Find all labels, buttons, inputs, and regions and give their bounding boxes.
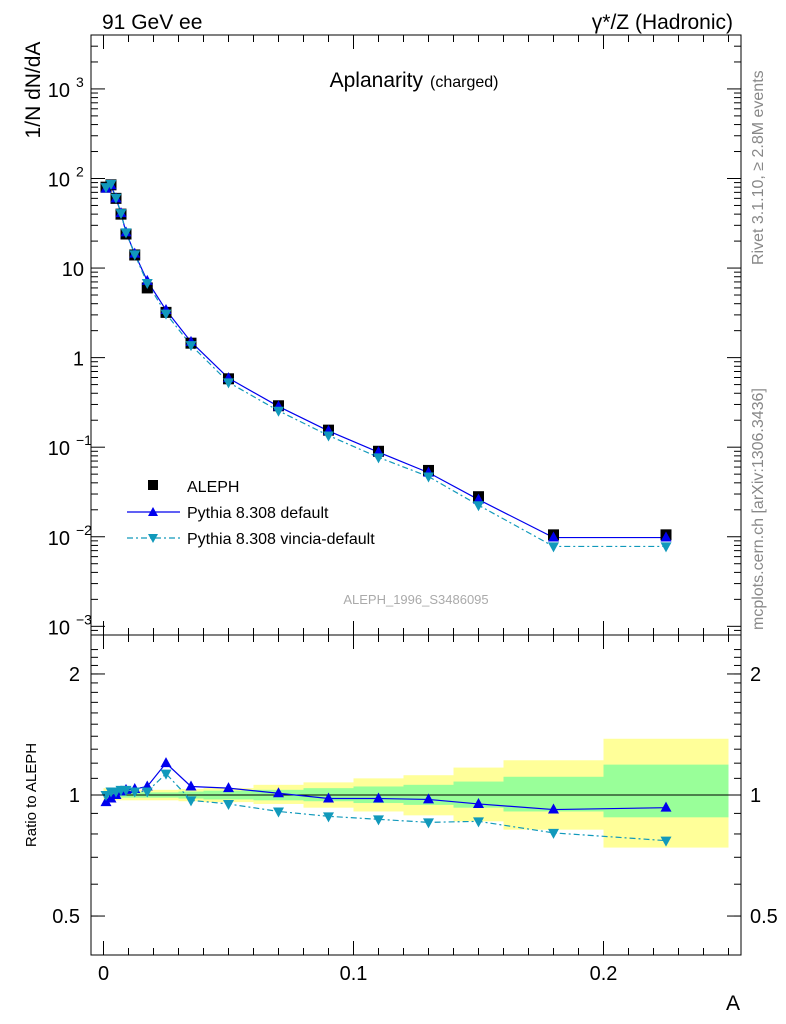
main-y-tick-label: 10 xyxy=(48,438,70,460)
main-y-tick-exponent: −3 xyxy=(76,611,92,627)
legend-marker-square xyxy=(148,480,158,490)
ratio-point-pythia-8-308-default xyxy=(273,787,284,798)
ratio-bands xyxy=(103,738,729,848)
rivet-label: Rivet 3.1.10, ≥ 2.8M events xyxy=(750,70,767,265)
main-y-axis-label: 1/N dN/dA xyxy=(22,42,45,139)
main-x-ticks xyxy=(103,35,729,635)
ratio-y-tick-label-left: 1 xyxy=(69,785,80,807)
ratio-x-tick-label: 0.2 xyxy=(590,963,618,985)
point-pythia-8-308-vincia-default xyxy=(110,193,122,204)
ratio-point-pythia-8-308-vincia-default xyxy=(120,785,132,796)
analysis-watermark: ALEPH_1996_S3486095 xyxy=(343,592,488,607)
ratio-x-ticks: 0 0.1 0.2 xyxy=(98,635,729,985)
point-pythia-8-308-vincia-default xyxy=(129,250,141,261)
point-pythia-8-308-vincia-default xyxy=(660,542,672,553)
main-y-tick-label: 10 xyxy=(48,528,70,550)
ratio-point-pythia-8-308-vincia-default xyxy=(129,787,141,798)
ratio-y-tick-label-right: 2 xyxy=(750,664,761,686)
point-pythia-8-308-vincia-default xyxy=(473,501,484,512)
ratio-x-tick-label: 0.1 xyxy=(340,963,368,985)
ratio-point-pythia-8-308-default xyxy=(423,793,434,804)
ratio-point-pythia-8-308-vincia-default xyxy=(473,817,484,828)
legend-marker-triangle-down xyxy=(148,534,158,543)
legend-entry-pythia-default: Pythia 8.308 default xyxy=(127,505,329,522)
main-panel: Aplanarity (charged) 1/N dN/dA ALEPH_199… xyxy=(22,34,742,639)
mcplots-label: mcplots.cern.ch [arXiv:1306.3436] xyxy=(750,388,767,630)
point-pythia-8-308-vincia-default xyxy=(273,406,284,417)
point-pythia-8-308-vincia-default xyxy=(423,472,434,483)
ratio-y-tick-label-right: 1 xyxy=(750,785,761,807)
ratio-point-pythia-8-308-vincia-default xyxy=(185,796,197,807)
ratio-point-pythia-8-308-default xyxy=(373,792,384,803)
point-pythia-8-308-default xyxy=(660,531,672,542)
ratio-point-pythia-8-308-vincia-default xyxy=(223,799,234,810)
legend: ALEPH Pythia 8.308 default Pythia 8.308 … xyxy=(127,479,375,548)
ratio-point-pythia-8-308-default xyxy=(660,801,672,812)
main-series xyxy=(100,179,672,553)
legend-marker-triangle-up xyxy=(148,507,158,516)
main-y-tick-exponent: 3 xyxy=(76,74,84,90)
main-y-tick-label: 10 xyxy=(48,169,70,191)
ratio-point-pythia-8-308-default xyxy=(473,797,484,808)
ratio-y-tick-label-left: 0.5 xyxy=(52,906,80,928)
point-pythia-8-308-vincia-default xyxy=(120,228,132,239)
ratio-point-pythia-8-308-vincia-default xyxy=(373,815,384,826)
legend-label-pythia-default: Pythia 8.308 default xyxy=(187,505,329,522)
point-pythia-8-308-vincia-default xyxy=(548,542,559,553)
ratio-panel: 0.5 0.5 1 1 2 2 0 0.1 0.2 Ratio to ALEPH A xyxy=(23,634,778,1015)
chart-title: Aplanarity xyxy=(330,69,424,92)
ratio-point-pythia-8-308-default xyxy=(548,803,559,814)
chart-subtitle: (charged) xyxy=(430,74,498,91)
ratio-point-pythia-8-308-default xyxy=(223,782,234,793)
ratio-point-pythia-8-308-vincia-default xyxy=(548,828,559,839)
point-pythia-8-308-default xyxy=(548,531,559,542)
point-pythia-8-308-vincia-default xyxy=(185,341,197,352)
main-y-tick-exponent: −2 xyxy=(76,522,92,538)
ratio-x-tick-label: 0 xyxy=(98,963,109,985)
ratio-series xyxy=(100,757,672,847)
point-pythia-8-308-vincia-default xyxy=(373,453,384,464)
ratio-y-tick-label-right: 0.5 xyxy=(750,906,778,928)
point-pythia-8-308-vincia-default xyxy=(141,279,153,290)
energy-label: 91 GeV ee xyxy=(102,11,202,34)
ratio-point-pythia-8-308-vincia-default xyxy=(323,812,334,823)
x-axis-label: A xyxy=(726,992,740,1015)
point-pythia-8-308-vincia-default xyxy=(323,431,334,442)
ratio-point-pythia-8-308-default xyxy=(100,796,112,807)
ratio-point-pythia-8-308-default xyxy=(323,792,334,803)
point-pythia-8-308-default xyxy=(473,493,484,504)
legend-entry-pythia-vincia: Pythia 8.308 vincia-default xyxy=(127,531,375,548)
ratio-point-pythia-8-308-vincia-default xyxy=(273,807,284,818)
ratio-point-pythia-8-308-default xyxy=(160,757,172,768)
legend-label-pythia-vincia: Pythia 8.308 vincia-default xyxy=(187,531,375,548)
ratio-y-tick-label-left: 2 xyxy=(69,664,80,686)
legend-label-aleph: ALEPH xyxy=(187,479,239,496)
point-pythia-8-308-vincia-default xyxy=(105,179,117,190)
point-pythia-8-308-vincia-default xyxy=(160,309,172,320)
ratio-frame xyxy=(90,634,742,956)
main-y-ticks: 10 −3 10 −2 10 −1 1 10 10 2 10 3 xyxy=(48,74,741,639)
ratio-point-pythia-8-308-vincia-default xyxy=(141,787,153,798)
ratio-point-pythia-8-308-vincia-default xyxy=(423,818,434,829)
point-pythia-8-308-vincia-default xyxy=(223,378,234,389)
ratio-point-pythia-8-308-vincia-default xyxy=(160,769,172,780)
ratio-point-pythia-8-308-vincia-default xyxy=(100,791,112,801)
main-y-tick-label: 10 xyxy=(48,80,70,102)
ratio-point-pythia-8-308-default xyxy=(185,780,197,791)
main-y-tick-label: 10 xyxy=(48,617,70,639)
point-pythia-8-308-vincia-default xyxy=(115,209,127,220)
process-label: γ*/Z (Hadronic) xyxy=(592,11,733,34)
main-y-tick-label: 10 xyxy=(62,259,84,281)
legend-entry-aleph: ALEPH xyxy=(148,479,239,496)
main-y-tick-label: 1 xyxy=(73,349,84,371)
ratio-y-axis-label: Ratio to ALEPH xyxy=(23,743,40,847)
main-y-tick-exponent: −1 xyxy=(76,432,92,448)
main-y-tick-exponent: 2 xyxy=(76,163,84,179)
ratio-y-ticks: 0.5 0.5 1 1 2 2 xyxy=(52,649,778,928)
ratio-point-pythia-8-308-vincia-default xyxy=(660,836,672,847)
